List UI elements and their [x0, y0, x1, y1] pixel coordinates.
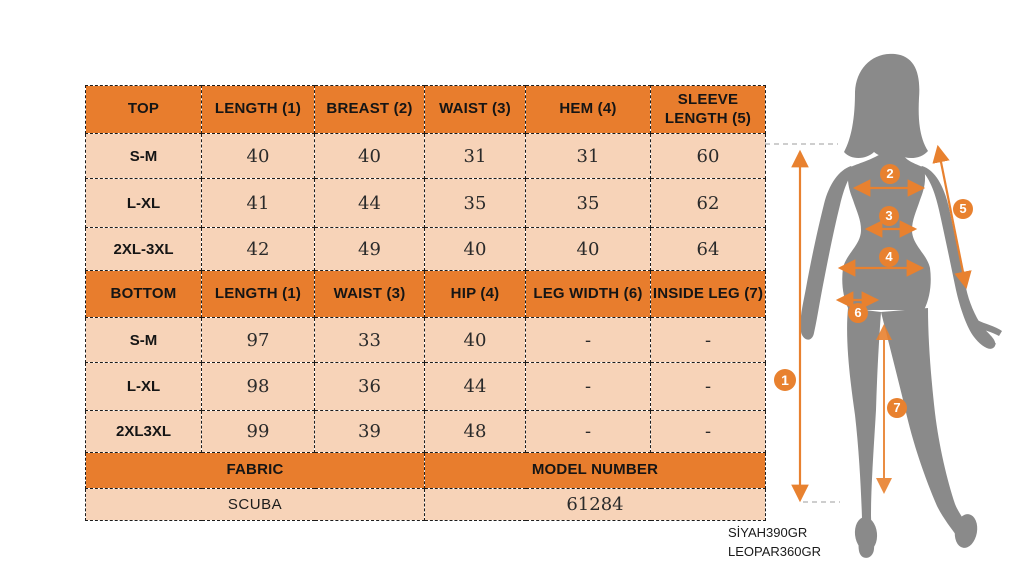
- left-foot-silhouette: [854, 517, 878, 551]
- size-cell: S-M: [85, 133, 202, 179]
- header-cell-length1: LENGTH (1): [201, 85, 315, 134]
- marker-7-inside-leg: 7: [887, 398, 907, 418]
- table-row: S-M 40 40 31 31 60: [85, 133, 766, 179]
- fabric-label-cell: FABRIC: [85, 452, 425, 489]
- value-cell: 31: [525, 133, 651, 179]
- value-cell: 48: [424, 410, 526, 453]
- header-cell-bottom: BOTTOM: [85, 270, 202, 318]
- header-cell-length1b: LENGTH (1): [201, 270, 315, 318]
- value-cell: 44: [424, 362, 526, 411]
- value-cell: 35: [424, 178, 526, 228]
- value-cell: 60: [650, 133, 766, 179]
- size-cell: 2XL-3XL: [85, 227, 202, 271]
- caption-line: SİYAH390GR: [728, 525, 808, 540]
- right-leg-silhouette: [881, 308, 969, 539]
- marker-1-length: 1: [774, 369, 796, 391]
- value-cell: 40: [201, 133, 315, 179]
- footer-header-row: FABRIC MODEL NUMBER: [85, 452, 766, 489]
- marker-4-hip: 4: [879, 247, 899, 267]
- value-cell: -: [525, 410, 651, 453]
- size-cell: 2XL3XL: [85, 410, 202, 453]
- body-measurement-diagram: [765, 53, 1002, 558]
- value-cell: -: [525, 362, 651, 411]
- value-cell: 97: [201, 317, 315, 363]
- header-cell-top: TOP: [85, 85, 202, 134]
- size-cell: S-M: [85, 317, 202, 363]
- header-cell-hip4: HIP (4): [424, 270, 526, 318]
- value-cell: 39: [314, 410, 425, 453]
- header-cell-waist3: WAIST (3): [424, 85, 526, 134]
- head-silhouette: [844, 53, 928, 159]
- value-cell: -: [650, 362, 766, 411]
- value-cell: 40: [424, 227, 526, 271]
- value-cell: -: [650, 317, 766, 363]
- table-row: S-M 97 33 40 - -: [85, 317, 766, 363]
- caption-line: LEOPAR360GR: [728, 544, 821, 559]
- value-cell: 44: [314, 178, 425, 228]
- value-cell: 98: [201, 362, 315, 411]
- table-row: 2XL3XL 99 39 48 - -: [85, 410, 766, 453]
- value-cell: 64: [650, 227, 766, 271]
- right-foot-silhouette: [954, 514, 978, 548]
- female-body-silhouette: [800, 53, 1002, 558]
- model-number-value-cell: 61284: [424, 488, 766, 521]
- value-cell: 49: [314, 227, 425, 271]
- header-cell-sleeve5: SLEEVE LENGTH (5): [650, 85, 766, 134]
- header-cell-legwidth6: LEG WIDTH (6): [525, 270, 651, 318]
- value-cell: 99: [201, 410, 315, 453]
- size-cell: L-XL: [85, 362, 202, 411]
- table-row: 2XL-3XL 42 49 40 40 64: [85, 227, 766, 271]
- right-hand-fingers: [977, 320, 1002, 347]
- marker-6-leg-width: 6: [848, 303, 868, 323]
- header-cell-waist3b: WAIST (3): [314, 270, 425, 318]
- header-cell-insideleg7: INSIDE LEG (7): [650, 270, 766, 318]
- left-leg-silhouette: [847, 308, 881, 558]
- value-cell: -: [525, 317, 651, 363]
- left-arm-silhouette: [800, 166, 855, 340]
- header-cell-breast2: BREAST (2): [314, 85, 425, 134]
- value-cell: -: [650, 410, 766, 453]
- value-cell: 33: [314, 317, 425, 363]
- value-cell: 36: [314, 362, 425, 411]
- right-arm-silhouette: [919, 166, 996, 349]
- value-cell: 41: [201, 178, 315, 228]
- table-row: L-XL 41 44 35 35 62: [85, 178, 766, 228]
- marker-2-breast: 2: [880, 164, 900, 184]
- header-cell-hem4: HEM (4): [525, 85, 651, 134]
- size-chart-table: TOP LENGTH (1) BREAST (2) WAIST (3) HEM …: [85, 85, 766, 521]
- value-cell: 62: [650, 178, 766, 228]
- value-cell: 31: [424, 133, 526, 179]
- value-cell: 40: [525, 227, 651, 271]
- value-cell: 40: [424, 317, 526, 363]
- measure-arrow-5-sleeve: [932, 144, 972, 290]
- value-cell: 35: [525, 178, 651, 228]
- value-cell: 40: [314, 133, 425, 179]
- table-row: L-XL 98 36 44 - -: [85, 362, 766, 411]
- size-cell: L-XL: [85, 178, 202, 228]
- bottom-header-row: BOTTOM LENGTH (1) WAIST (3) HIP (4) LEG …: [85, 270, 766, 318]
- fabric-value-cell: SCUBA: [85, 488, 425, 521]
- marker-5-sleeve: 5: [953, 199, 973, 219]
- product-code-captions: SİYAH390GR LEOPAR360GR: [728, 523, 821, 561]
- value-cell: 42: [201, 227, 315, 271]
- marker-3-waist: 3: [879, 206, 899, 226]
- footer-value-row: SCUBA 61284: [85, 488, 766, 521]
- top-header-row: TOP LENGTH (1) BREAST (2) WAIST (3) HEM …: [85, 85, 766, 134]
- model-number-label-cell: MODEL NUMBER: [424, 452, 766, 489]
